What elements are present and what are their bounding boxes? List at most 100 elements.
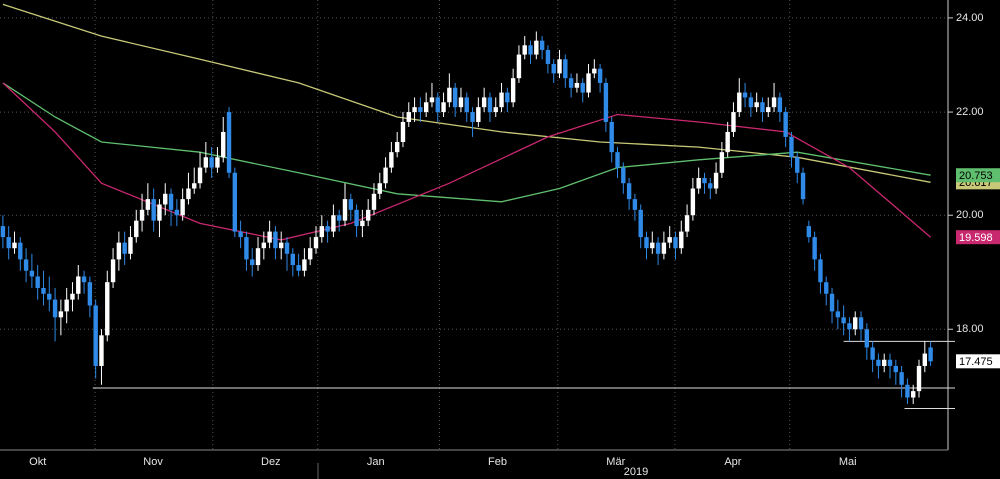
candle-body bbox=[510, 78, 516, 103]
candle-body bbox=[887, 359, 893, 366]
candle-body bbox=[221, 131, 226, 158]
candle-body bbox=[841, 317, 846, 324]
candle-body bbox=[58, 311, 64, 318]
candle-body bbox=[597, 68, 603, 83]
x-tick-label: Feb bbox=[488, 456, 507, 468]
candle-body bbox=[441, 102, 446, 113]
candle-body bbox=[713, 172, 719, 189]
x-tick-label: Mai bbox=[839, 456, 857, 468]
candle-body bbox=[574, 82, 580, 88]
candle-body bbox=[168, 193, 174, 210]
candle-body bbox=[296, 265, 301, 271]
candle-body bbox=[435, 97, 440, 113]
candle-body bbox=[719, 152, 725, 173]
candle-body bbox=[122, 242, 127, 254]
candle-body bbox=[766, 107, 771, 113]
candle-body bbox=[812, 237, 817, 260]
candle-body bbox=[789, 136, 794, 158]
candle-body bbox=[777, 97, 783, 113]
candle-body bbox=[725, 131, 730, 153]
x-tick-label: Nov bbox=[143, 456, 163, 468]
candle-body bbox=[563, 59, 568, 79]
candle-body bbox=[70, 293, 75, 300]
candle-body bbox=[580, 82, 585, 93]
candle-body bbox=[470, 112, 475, 122]
candle-body bbox=[0, 226, 6, 238]
candle-body bbox=[87, 282, 93, 306]
candle-body bbox=[354, 209, 359, 227]
candle-body bbox=[499, 92, 504, 108]
candle-body bbox=[23, 259, 29, 271]
candle-body bbox=[418, 107, 423, 113]
candle-body bbox=[255, 248, 261, 266]
candle-body bbox=[174, 209, 180, 216]
candle-body bbox=[394, 141, 400, 153]
candle-body bbox=[406, 112, 411, 122]
x-tick-label: Mär bbox=[606, 456, 625, 468]
candle-body bbox=[273, 231, 278, 249]
candle-body bbox=[545, 49, 551, 64]
candle-body bbox=[163, 193, 168, 205]
candle-body bbox=[331, 215, 336, 232]
candle-body bbox=[528, 45, 533, 55]
candle-body bbox=[64, 299, 69, 312]
candle-body bbox=[795, 157, 800, 173]
candle-body bbox=[29, 270, 35, 277]
candle-body bbox=[568, 78, 574, 88]
candle-body bbox=[592, 68, 597, 74]
candle-body bbox=[922, 353, 928, 366]
candle-body bbox=[226, 112, 232, 173]
candle-body bbox=[116, 242, 122, 260]
candle-body bbox=[806, 226, 812, 238]
candle-body bbox=[464, 97, 469, 113]
candle-body bbox=[377, 183, 382, 194]
ma-line bbox=[2, 82, 931, 203]
candle-body bbox=[771, 97, 777, 108]
candle-body bbox=[284, 242, 290, 254]
candle-body bbox=[539, 40, 545, 50]
candle-body bbox=[238, 231, 243, 238]
candle-body bbox=[702, 177, 707, 184]
candle-body bbox=[105, 282, 110, 336]
value-tag-label: 20.753 bbox=[959, 170, 993, 182]
candle-body bbox=[93, 305, 98, 366]
candle-body bbox=[731, 112, 736, 132]
candle-body bbox=[389, 152, 394, 168]
candle-body bbox=[835, 311, 841, 318]
candle-body bbox=[557, 59, 562, 74]
candle-body bbox=[41, 287, 46, 294]
candle-body bbox=[6, 237, 11, 249]
value-tag-label: 17.475 bbox=[959, 356, 993, 368]
candle-body bbox=[302, 259, 307, 271]
candle-body bbox=[365, 209, 371, 221]
candle-body bbox=[644, 237, 649, 249]
candle-body bbox=[215, 157, 220, 168]
candle-body bbox=[476, 107, 481, 122]
candle-body bbox=[522, 45, 527, 55]
candle-body bbox=[412, 107, 417, 113]
value-tag bbox=[956, 168, 1000, 183]
candle-body bbox=[192, 183, 197, 189]
candle-body bbox=[661, 242, 667, 254]
candle-body bbox=[400, 121, 406, 142]
x-tick-label: Okt bbox=[29, 456, 46, 468]
candle-body bbox=[818, 259, 823, 283]
candle-body bbox=[667, 237, 672, 243]
candle-body bbox=[679, 231, 684, 249]
candle-body bbox=[383, 167, 388, 184]
candle-body bbox=[586, 73, 591, 93]
value-tag bbox=[956, 230, 1000, 245]
candle-body bbox=[870, 347, 875, 360]
candle-body bbox=[481, 97, 487, 108]
candle-body bbox=[371, 193, 377, 210]
candle-body bbox=[882, 359, 887, 366]
candle-body bbox=[696, 177, 701, 189]
year-label: 2019 bbox=[624, 466, 648, 478]
y-tick-label: 22.00 bbox=[956, 106, 984, 118]
candle-body bbox=[423, 102, 429, 113]
y-tick-label: 24.00 bbox=[956, 12, 984, 24]
candle-body bbox=[876, 359, 881, 366]
value-tag bbox=[956, 354, 1000, 369]
candle-body bbox=[505, 92, 510, 103]
